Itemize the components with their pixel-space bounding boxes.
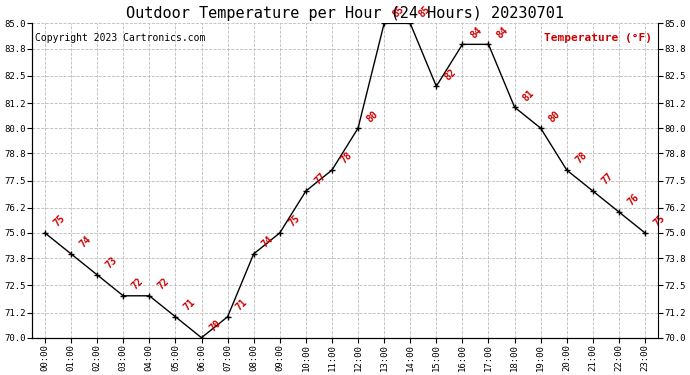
- Text: 76: 76: [625, 192, 641, 208]
- Text: 72: 72: [156, 276, 171, 292]
- Text: Copyright 2023 Cartronics.com: Copyright 2023 Cartronics.com: [35, 33, 206, 43]
- Text: 72: 72: [130, 276, 145, 292]
- Text: 81: 81: [521, 88, 537, 103]
- Text: 78: 78: [573, 150, 589, 166]
- Title: Outdoor Temperature per Hour (24 Hours) 20230701: Outdoor Temperature per Hour (24 Hours) …: [126, 6, 564, 21]
- Text: 77: 77: [600, 171, 615, 187]
- Text: 71: 71: [234, 297, 250, 313]
- Text: 85: 85: [417, 4, 432, 19]
- Text: 74: 74: [77, 234, 93, 250]
- Text: 75: 75: [52, 213, 67, 229]
- Text: 71: 71: [182, 297, 197, 313]
- Text: 78: 78: [339, 150, 354, 166]
- Text: 75: 75: [651, 213, 667, 229]
- Text: 84: 84: [469, 25, 484, 40]
- Text: 80: 80: [547, 109, 562, 124]
- Text: 73: 73: [104, 255, 119, 271]
- Text: 85: 85: [391, 4, 406, 19]
- Text: 77: 77: [313, 171, 328, 187]
- Text: 80: 80: [364, 109, 380, 124]
- Text: 74: 74: [260, 234, 275, 250]
- Text: 82: 82: [443, 67, 458, 82]
- Text: 75: 75: [286, 213, 302, 229]
- Text: 84: 84: [495, 25, 511, 40]
- Text: 70: 70: [208, 318, 224, 333]
- Text: Temperature (°F): Temperature (°F): [544, 33, 652, 43]
